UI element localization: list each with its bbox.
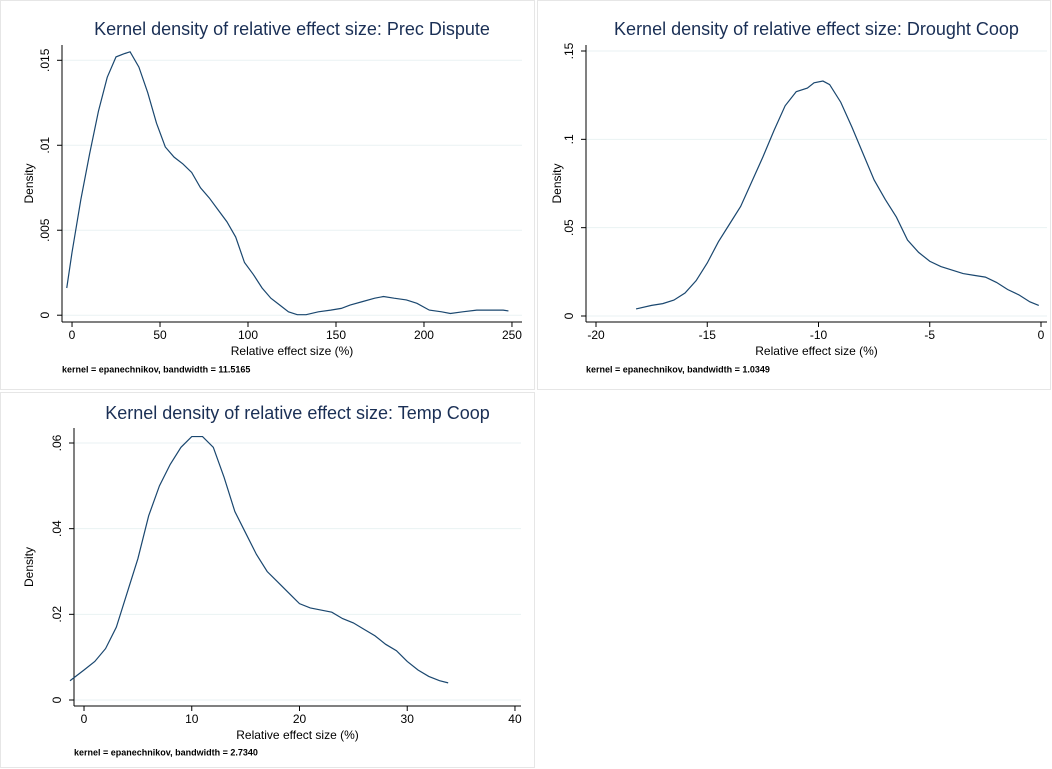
y-tick-label: .005 bbox=[38, 218, 52, 242]
density-line bbox=[635, 80, 1039, 310]
y-axis-title: Density bbox=[550, 163, 564, 203]
y-tick-label: .1 bbox=[562, 134, 576, 144]
panel-border bbox=[537, 0, 1051, 390]
panel-border bbox=[0, 392, 535, 768]
x-tick-label: 10 bbox=[185, 712, 199, 726]
chart-title: Kernel density of relative effect size: … bbox=[94, 19, 490, 39]
x-tick-label: 250 bbox=[502, 328, 522, 342]
x-tick-label: -20 bbox=[587, 328, 605, 342]
y-tick-label: .15 bbox=[562, 42, 576, 59]
x-tick-label: -5 bbox=[924, 328, 935, 342]
x-tick-label: 20 bbox=[293, 712, 307, 726]
y-tick-label: .05 bbox=[562, 219, 576, 236]
x-axis-title: Relative effect size (%) bbox=[236, 728, 359, 742]
x-tick-label: 0 bbox=[69, 328, 76, 342]
x-tick-label: 150 bbox=[326, 328, 346, 342]
density-line bbox=[69, 435, 449, 684]
chart-title: Kernel density of relative effect size: … bbox=[614, 19, 1019, 39]
chart-title: Kernel density of relative effect size: … bbox=[105, 403, 490, 423]
x-axis-title: Relative effect size (%) bbox=[755, 344, 878, 358]
y-tick-label: .015 bbox=[38, 48, 52, 72]
x-tick-label: -10 bbox=[810, 328, 828, 342]
y-tick-label: .06 bbox=[50, 434, 64, 451]
x-tick-label: 100 bbox=[238, 328, 258, 342]
x-tick-label: 50 bbox=[153, 328, 167, 342]
x-tick-label: 40 bbox=[508, 712, 522, 726]
x-tick-label: 0 bbox=[1038, 328, 1045, 342]
panel-border bbox=[0, 0, 535, 390]
x-tick-label: 200 bbox=[414, 328, 434, 342]
note: kernel = epanechnikov, bandwidth = 11.51… bbox=[62, 364, 250, 374]
note: kernel = epanechnikov, bandwidth = 1.034… bbox=[586, 364, 770, 374]
density-line bbox=[66, 51, 509, 316]
y-tick-label: 0 bbox=[38, 312, 52, 319]
x-tick-label: 0 bbox=[81, 712, 88, 726]
x-axis-title: Relative effect size (%) bbox=[231, 344, 354, 358]
x-tick-label: 30 bbox=[401, 712, 415, 726]
note: kernel = epanechnikov, bandwidth = 2.734… bbox=[74, 747, 258, 757]
y-tick-label: .01 bbox=[38, 137, 52, 154]
y-axis-title: Density bbox=[22, 163, 36, 203]
y-tick-label: .04 bbox=[50, 520, 64, 537]
y-axis-title: Density bbox=[22, 547, 36, 587]
y-tick-label: .02 bbox=[50, 606, 64, 623]
x-tick-label: -15 bbox=[699, 328, 717, 342]
y-tick-label: 0 bbox=[562, 312, 576, 319]
y-tick-label: 0 bbox=[50, 696, 64, 703]
